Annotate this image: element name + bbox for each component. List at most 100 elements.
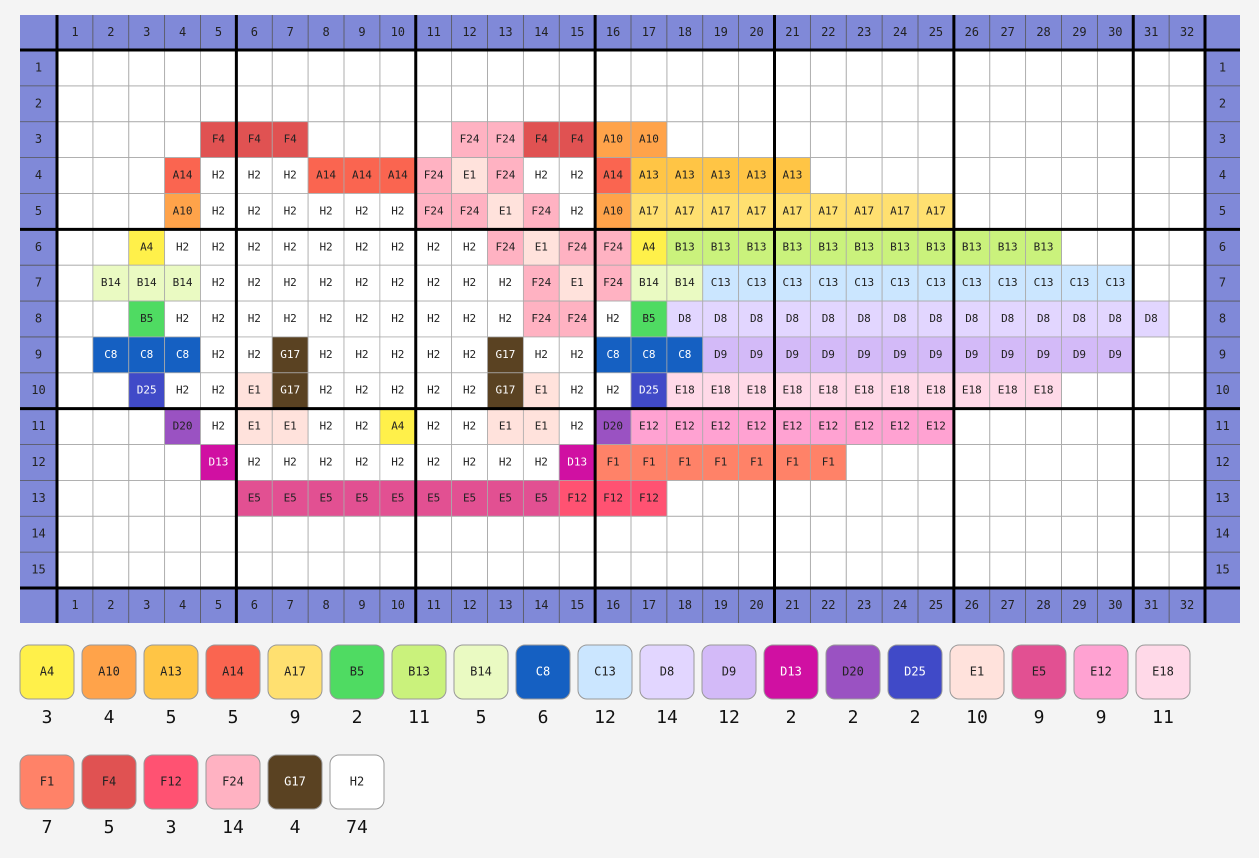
bead-code: D8: [965, 312, 978, 325]
column-label: 6: [251, 25, 258, 39]
bead-code: H2: [248, 169, 261, 182]
bead-code: F4: [284, 133, 298, 146]
bead-cell: [307, 193, 345, 230]
bead-code: C13: [890, 276, 910, 289]
column-label: 8: [322, 598, 329, 612]
bead-code: C13: [747, 276, 767, 289]
bead-cell: [774, 336, 811, 374]
bead-cell: [666, 193, 704, 230]
palette-count: 12: [594, 707, 616, 728]
bead-code: C13: [818, 276, 838, 289]
bead-cell: [379, 408, 417, 445]
bead-code: B13: [926, 240, 946, 253]
bead-code: H2: [319, 420, 332, 433]
bead-cell: [415, 193, 453, 230]
bead-code: B13: [711, 240, 731, 253]
bead-code: H2: [355, 384, 368, 397]
bead-code: H2: [571, 348, 584, 361]
bead-code: E18: [854, 384, 874, 397]
bead-code: B13: [854, 240, 874, 253]
column-label: 22: [821, 25, 835, 39]
bead-cell: [200, 336, 237, 374]
bead-code: H2: [212, 276, 225, 289]
bead-cell: [487, 157, 524, 194]
bead-code: H2: [284, 276, 297, 289]
bead-cell: [702, 193, 740, 230]
column-label: 15: [570, 598, 584, 612]
bead-code: G17: [496, 384, 516, 397]
palette-swatch: [205, 754, 261, 810]
bead-code: H2: [391, 348, 404, 361]
bead-cell: [343, 228, 381, 266]
bead-code: D9: [858, 348, 871, 361]
bead-cell: [164, 336, 201, 374]
bead-cell: [271, 157, 309, 194]
bead-code: H2: [319, 348, 332, 361]
palette-count: 7: [42, 817, 53, 838]
bead-code: F24: [531, 204, 551, 217]
bead-cell: [271, 300, 309, 338]
column-label: 4: [179, 598, 186, 612]
bead-cell: [594, 264, 632, 302]
row-label: 6: [1219, 240, 1226, 254]
bead-cell: [558, 121, 596, 158]
bead-cell: [738, 228, 775, 266]
bead-code: A10: [603, 204, 623, 217]
palette-count: 4: [104, 707, 115, 728]
bead-code: F1: [714, 455, 727, 468]
palette-code: B5: [350, 665, 364, 679]
column-label: 29: [1072, 25, 1086, 39]
bead-cell: [666, 157, 704, 194]
bead-cell: [1025, 228, 1062, 266]
bead-code: E12: [675, 420, 695, 433]
bead-cell: [774, 264, 811, 302]
bead-cell: [307, 336, 345, 374]
bead-cell: [343, 408, 381, 445]
bead-cell: [702, 408, 740, 445]
bead-cell: [128, 336, 166, 374]
bead-code: E18: [711, 384, 731, 397]
palette-code: G17: [284, 775, 306, 789]
row-label: 4: [1219, 168, 1226, 182]
column-label: 7: [287, 598, 294, 612]
bead-code: H2: [391, 384, 404, 397]
bead-code: C13: [1105, 276, 1125, 289]
bead-cell: [164, 264, 201, 302]
bead-code: D8: [786, 312, 799, 325]
column-label: 27: [1000, 25, 1014, 39]
bead-code: H2: [463, 455, 476, 468]
column-label: 12: [462, 598, 476, 612]
bead-code: F1: [678, 455, 691, 468]
bead-code: F4: [248, 133, 262, 146]
bead-code: B5: [642, 312, 655, 325]
bead-code: E1: [499, 420, 512, 433]
bead-code: F24: [603, 240, 623, 253]
bead-cell: [415, 444, 453, 481]
bead-code: C13: [854, 276, 874, 289]
bead-code: H2: [176, 312, 189, 325]
column-label: 11: [426, 25, 440, 39]
column-label: 28: [1036, 25, 1050, 39]
palette-count: 2: [786, 707, 797, 728]
bead-code: H2: [212, 204, 225, 217]
bead-code: E5: [355, 491, 368, 504]
bead-code: H2: [463, 348, 476, 361]
palette-code: F12: [160, 775, 182, 789]
bead-code: F1: [642, 455, 655, 468]
bead-cell: [379, 300, 417, 338]
bead-code: H2: [284, 204, 297, 217]
bead-cell: [845, 372, 883, 410]
bead-code: F24: [496, 133, 516, 146]
row-label: 2: [35, 96, 42, 110]
palette-swatch: [267, 754, 323, 810]
bead-code: F12: [567, 491, 587, 504]
bead-code: A10: [639, 133, 659, 146]
bead-code: F24: [567, 312, 587, 325]
column-label: 20: [749, 25, 763, 39]
row-label: 7: [1219, 276, 1226, 290]
column-label: 28: [1036, 598, 1050, 612]
bead-code: H2: [499, 312, 512, 325]
column-label: 31: [1144, 25, 1158, 39]
column-label: 9: [358, 25, 365, 39]
bead-code: C8: [606, 348, 619, 361]
